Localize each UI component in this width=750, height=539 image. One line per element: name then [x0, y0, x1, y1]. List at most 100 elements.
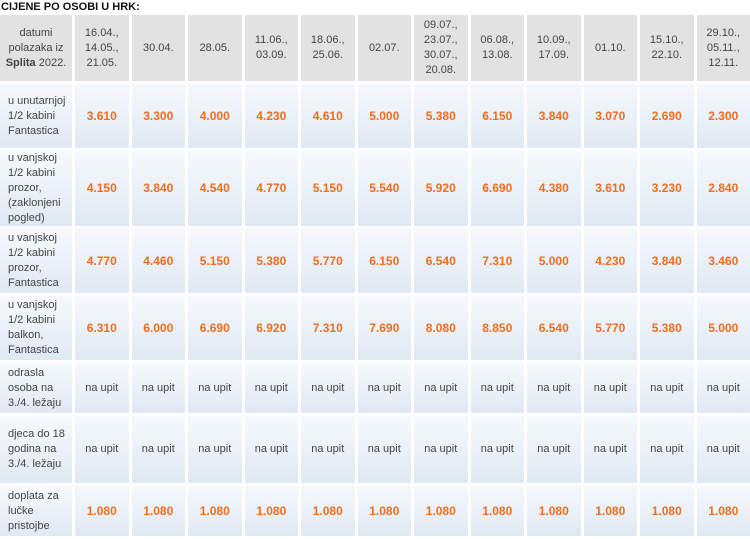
- header-date: 06.08., 13.08.: [471, 15, 525, 81]
- on-request-cell: na upit: [414, 416, 468, 483]
- on-request-cell: na upit: [471, 416, 525, 483]
- price-cell: 6.000: [132, 296, 186, 360]
- price-cell: 1.080: [301, 486, 355, 536]
- table-row: u vanjskoj 1/2 kabini prozor, Fantastica…: [0, 229, 750, 293]
- price-cell: 5.770: [584, 296, 638, 360]
- price-cell: 7.310: [301, 296, 355, 360]
- on-request-cell: na upit: [301, 363, 355, 413]
- price-cell: 5.770: [301, 229, 355, 293]
- price-cell: 6.690: [188, 296, 242, 360]
- on-request-cell: na upit: [75, 416, 129, 483]
- price-cell: 1.080: [471, 486, 525, 536]
- price-table: datumi polazaka iz Splita 2022. 16.04., …: [0, 12, 750, 539]
- price-cell: 6.920: [245, 296, 299, 360]
- price-cell: 1.080: [527, 486, 581, 536]
- price-cell: 8.850: [471, 296, 525, 360]
- price-cell: 1.080: [75, 486, 129, 536]
- price-cell: 5.540: [358, 151, 412, 226]
- price-cell: 5.000: [697, 296, 750, 360]
- price-cell: 1.080: [584, 486, 638, 536]
- price-cell: 1.080: [697, 486, 750, 536]
- header-date: 30.04.: [132, 15, 186, 81]
- on-request-cell: na upit: [245, 363, 299, 413]
- price-cell: 1.080: [640, 486, 694, 536]
- price-cell: 4.230: [245, 84, 299, 148]
- price-cell: 1.080: [132, 486, 186, 536]
- table-row: u vanjskoj 1/2 kabini prozor, (zaklonjen…: [0, 151, 750, 226]
- price-cell: 5.150: [188, 229, 242, 293]
- price-cell: 6.150: [471, 84, 525, 148]
- price-cell: 5.150: [301, 151, 355, 226]
- row-label: doplata za lučke pristojbe: [0, 486, 72, 536]
- price-cell: 1.080: [188, 486, 242, 536]
- header-date: 15.10., 22.10.: [640, 15, 694, 81]
- on-request-cell: na upit: [358, 416, 412, 483]
- row-label: u vanjskoj 1/2 kabini prozor, (zaklonjen…: [0, 151, 72, 226]
- price-cell: 5.380: [245, 229, 299, 293]
- price-cell: 5.000: [527, 229, 581, 293]
- on-request-cell: na upit: [584, 416, 638, 483]
- header-date: 18.06., 25.06.: [301, 15, 355, 81]
- header-city: Splita: [6, 57, 36, 69]
- on-request-cell: na upit: [188, 363, 242, 413]
- price-cell: 2.300: [697, 84, 750, 148]
- header-date: 02.07.: [358, 15, 412, 81]
- on-request-cell: na upit: [584, 363, 638, 413]
- header-date: 01.10.: [584, 15, 638, 81]
- price-cell: 5.000: [358, 84, 412, 148]
- price-cell: 6.540: [414, 229, 468, 293]
- price-cell: 4.460: [132, 229, 186, 293]
- row-label: odrasla osoba na 3./4. ležaju: [0, 363, 72, 413]
- row-label: u vanjskoj 1/2 kabini prozor, Fantastica: [0, 229, 72, 293]
- price-cell: 7.690: [358, 296, 412, 360]
- header-label-text: datumi polazaka iz: [8, 27, 63, 54]
- price-cell: 3.230: [640, 151, 694, 226]
- price-cell: 4.000: [188, 84, 242, 148]
- header-date: 28.05.: [188, 15, 242, 81]
- header-date: 11.06., 03.09.: [245, 15, 299, 81]
- price-cell: 6.540: [527, 296, 581, 360]
- price-cell: 3.840: [132, 151, 186, 226]
- header-year: 2022.: [39, 57, 67, 69]
- on-request-cell: na upit: [697, 416, 750, 483]
- price-cell: 3.300: [132, 84, 186, 148]
- on-request-cell: na upit: [527, 363, 581, 413]
- price-cell: 5.920: [414, 151, 468, 226]
- price-cell: 4.770: [75, 229, 129, 293]
- on-request-cell: na upit: [697, 363, 750, 413]
- row-label: u vanjskoj 1/2 kabini balkon, Fantastica: [0, 296, 72, 360]
- header-date: 09.07., 23.07., 30.07., 20.08.: [414, 15, 468, 81]
- on-request-cell: na upit: [414, 363, 468, 413]
- price-cell: 8.080: [414, 296, 468, 360]
- price-cell: 4.540: [188, 151, 242, 226]
- price-cell: 4.230: [584, 229, 638, 293]
- header-row: datumi polazaka iz Splita 2022. 16.04., …: [0, 15, 750, 81]
- price-cell: 7.310: [471, 229, 525, 293]
- price-cell: 1.080: [414, 486, 468, 536]
- price-cell: 3.840: [527, 84, 581, 148]
- header-date: 16.04., 14.05., 21.05.: [75, 15, 129, 81]
- price-cell: 3.610: [584, 151, 638, 226]
- on-request-cell: na upit: [188, 416, 242, 483]
- on-request-cell: na upit: [132, 416, 186, 483]
- price-cell: 6.150: [358, 229, 412, 293]
- price-cell: 4.770: [245, 151, 299, 226]
- on-request-cell: na upit: [471, 363, 525, 413]
- on-request-cell: na upit: [245, 416, 299, 483]
- table-row: u vanjskoj 1/2 kabini balkon, Fantastica…: [0, 296, 750, 360]
- price-cell: 4.380: [527, 151, 581, 226]
- price-cell: 5.380: [414, 84, 468, 148]
- row-label: u unutarnjoj 1/2 kabini Fantastica: [0, 84, 72, 148]
- price-cell: 6.310: [75, 296, 129, 360]
- price-cell: 3.840: [640, 229, 694, 293]
- on-request-cell: na upit: [640, 363, 694, 413]
- on-request-cell: na upit: [527, 416, 581, 483]
- on-request-cell: na upit: [358, 363, 412, 413]
- price-cell: 3.070: [584, 84, 638, 148]
- price-cell: 4.150: [75, 151, 129, 226]
- header-departure-label: datumi polazaka iz Splita 2022.: [0, 15, 72, 81]
- price-cell: 1.080: [245, 486, 299, 536]
